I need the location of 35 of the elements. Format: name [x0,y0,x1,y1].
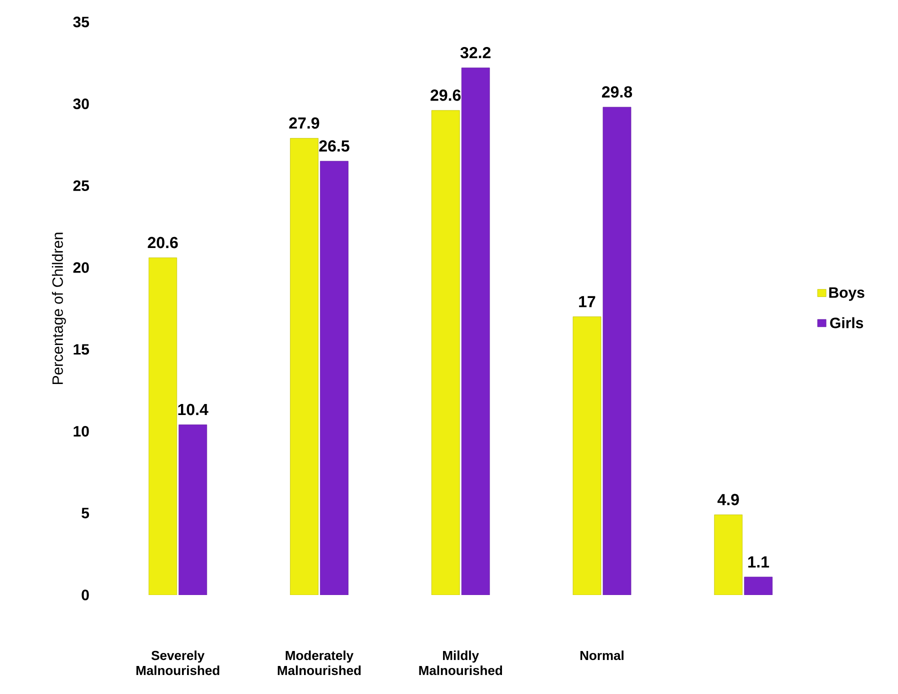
bar [431,110,460,595]
y-tick-label: 20 [73,262,89,273]
data-label: 29.8 [602,86,632,98]
data-label: 10.4 [178,404,208,416]
x-tick-label: Severely Malnourished [136,650,220,676]
bar [602,106,632,595]
bar [714,514,743,595]
bar [744,576,773,595]
data-label: 29.6 [430,90,461,101]
y-tick-label: 0 [82,590,89,600]
bar [148,258,178,595]
data-label: 27.9 [289,117,320,129]
y-tick-label: 30 [73,98,89,110]
bar [178,424,208,595]
data-label: 17 [579,296,596,308]
y-tick-label: 5 [82,508,90,518]
data-label: 20.6 [148,236,178,248]
bar [572,316,602,595]
y-axis-title: Percentage of Children [52,232,66,384]
data-label: 1.1 [748,556,770,568]
y-tick-label: 15 [74,344,90,355]
data-label: 32.2 [460,46,491,58]
x-tick-label: Mildly Malnourished [419,650,502,676]
legend-label: Boys [829,287,864,301]
bar [290,138,318,595]
bar [320,160,348,595]
data-label: 4.9 [717,494,739,506]
x-tick-label: Normal [580,650,624,660]
y-tick-label: 10 [74,426,89,437]
bar [461,68,490,595]
y-tick-label: 25 [73,180,90,192]
y-tick-label: 35 [73,16,90,28]
legend-label: Girls [830,317,864,328]
x-tick-label: Moderately Malnourished [278,650,361,676]
data-label: 26.5 [319,140,350,152]
